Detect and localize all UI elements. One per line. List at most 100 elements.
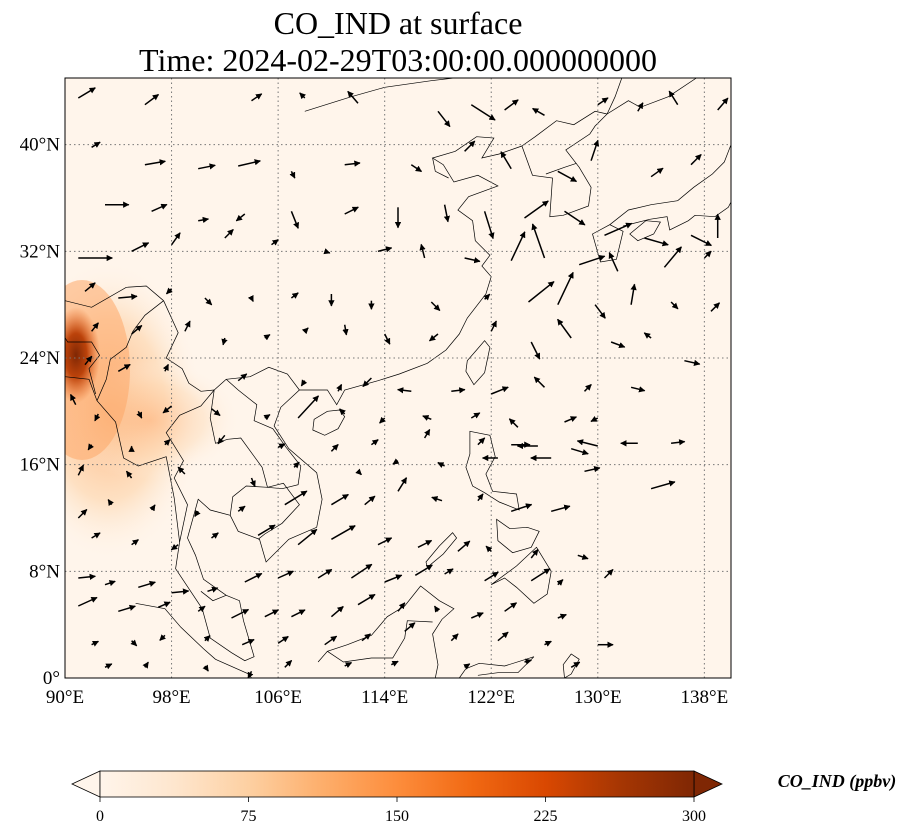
wind-arrow — [292, 461, 300, 469]
wind-arrow — [528, 281, 555, 303]
wind-arrow — [608, 252, 619, 272]
wind-arrow — [390, 660, 399, 667]
wind-arrow — [244, 572, 263, 583]
wind-arrow — [597, 97, 609, 106]
wind-arrow — [157, 601, 171, 608]
border-china-russia — [606, 78, 623, 115]
island-mindanao — [490, 546, 552, 604]
wind-arrow — [118, 604, 136, 613]
wind-arrow — [144, 159, 166, 166]
wind-arrow — [470, 104, 496, 121]
coastline-east-asia — [65, 78, 697, 662]
colorbar-ramp — [99, 770, 695, 798]
wind-arrow — [524, 200, 549, 219]
colorbar-ticks: 0 75 150 225 300 — [96, 797, 706, 825]
wind-arrow — [576, 439, 598, 447]
wind-arrow — [524, 658, 532, 665]
wind-arrow — [557, 170, 578, 183]
border-borneo-interior — [327, 620, 433, 663]
lat-tick-label: 24°N — [20, 348, 61, 369]
wind-arrow — [217, 434, 226, 445]
wind-arrow — [284, 659, 293, 668]
wind-arrow — [530, 341, 541, 360]
wind-arrow — [564, 416, 577, 423]
wind-arrow — [410, 164, 423, 173]
island-shikoku — [629, 220, 661, 242]
wind-arrow — [125, 470, 133, 479]
wind-arrow — [77, 464, 85, 476]
wind-arrow — [78, 573, 96, 580]
wind-arrow — [430, 301, 441, 312]
wind-arrow — [290, 211, 300, 229]
wind-arrow — [331, 525, 356, 540]
wind-vectors — [69, 87, 729, 678]
wind-arrow — [429, 333, 439, 342]
wind-arrow — [159, 634, 167, 641]
wind-arrow — [291, 609, 306, 618]
wind-arrow — [504, 602, 518, 612]
map-panel — [64, 77, 732, 679]
border-india-china — [65, 285, 164, 308]
wind-arrow — [703, 250, 712, 259]
wind-arrow — [221, 337, 228, 346]
wind-arrow — [277, 635, 289, 644]
wind-arrow — [384, 574, 403, 583]
wind-arrow — [136, 410, 143, 419]
wind-arrow — [235, 213, 246, 222]
wind-arrow — [464, 140, 476, 152]
wind-arrow — [339, 408, 346, 416]
wind-arrow — [257, 524, 276, 536]
wind-arrow — [556, 318, 572, 339]
wind-arrow — [163, 439, 171, 446]
wind-arrow — [151, 203, 168, 212]
island-honshu-south — [623, 201, 731, 231]
wind-arrow — [131, 538, 139, 546]
lon-tick-label: 106°E — [254, 687, 302, 708]
island-luzon — [465, 430, 520, 511]
wind-arrow — [414, 564, 433, 576]
island-honshu — [609, 144, 731, 225]
wind-arrow — [184, 320, 191, 332]
wind-arrow — [69, 393, 77, 406]
wind-arrow — [464, 257, 481, 264]
figure-title-line2: Time: 2024-02-29T03:00:00.000000000 — [139, 42, 657, 78]
wind-arrow — [300, 379, 308, 387]
lon-tick-label: 90°E — [46, 687, 84, 708]
wind-arrow — [551, 504, 571, 513]
wind-arrow — [643, 332, 652, 339]
wind-arrow — [138, 580, 156, 589]
wind-arrow — [277, 570, 294, 579]
wind-arrow — [197, 605, 206, 613]
wind-arrow — [392, 458, 400, 465]
wind-arrow — [297, 528, 318, 546]
wind-arrow — [437, 110, 451, 128]
wind-arrow — [84, 282, 96, 292]
wind-arrow — [594, 304, 606, 319]
wind-arrow — [717, 97, 729, 111]
wind-arrow — [165, 287, 173, 295]
wind-arrow — [531, 223, 546, 259]
coastline-bohai-west — [432, 157, 449, 179]
wind-arrow — [290, 292, 299, 299]
wind-arrow — [330, 605, 344, 618]
wind-arrow — [483, 293, 491, 301]
wind-arrow — [323, 248, 331, 255]
wind-arrow — [198, 163, 216, 170]
wind-arrow — [289, 170, 296, 179]
wind-arrow — [171, 588, 190, 595]
wind-arrow — [570, 447, 589, 456]
wind-arrow — [637, 102, 644, 112]
map-frame — [64, 77, 732, 679]
border-bangladesh — [65, 337, 101, 395]
wind-arrow — [485, 545, 493, 553]
wind-arrow — [663, 246, 682, 268]
wind-arrow — [362, 377, 372, 388]
wind-arrow — [91, 141, 101, 148]
wind-arrow — [451, 387, 466, 394]
wind-arrow — [344, 661, 353, 668]
wind-arrow — [397, 477, 408, 492]
lat-tick-label: 8°N — [29, 561, 60, 582]
wind-arrow — [131, 324, 143, 335]
wind-arrow — [264, 609, 279, 618]
wind-arrow — [87, 443, 94, 451]
